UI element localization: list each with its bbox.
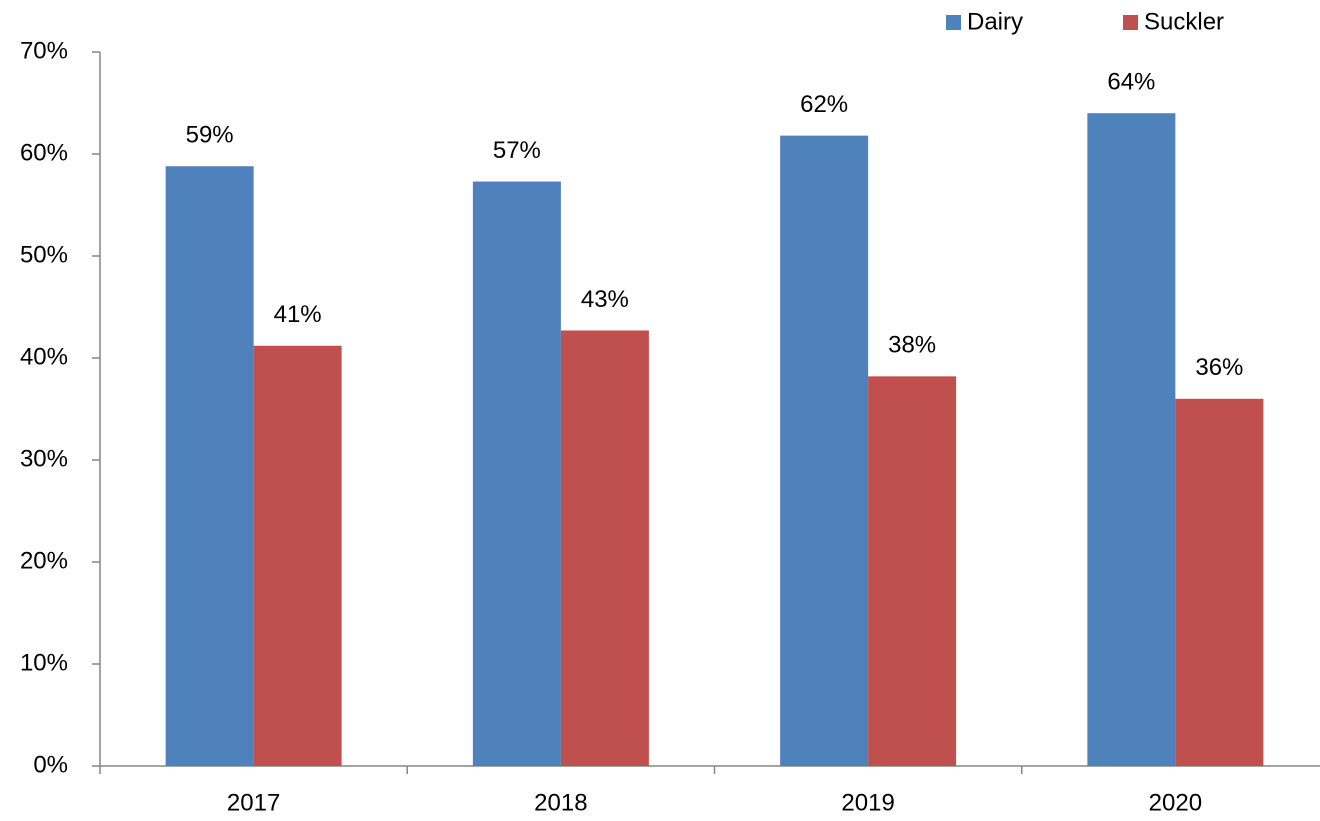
bar <box>868 376 957 766</box>
y-tick-label: 40% <box>20 343 68 370</box>
data-label: 64% <box>1107 69 1155 96</box>
legend-label: Dairy <box>967 8 1023 35</box>
y-tick-label: 10% <box>20 649 68 676</box>
legend-swatch <box>946 15 961 30</box>
legend-swatch <box>1123 15 1138 30</box>
x-tick-label: 2017 <box>227 789 280 816</box>
bar <box>560 330 649 766</box>
bar <box>1175 398 1264 766</box>
data-label: 59% <box>186 122 234 149</box>
bar <box>780 135 869 766</box>
y-tick-label: 70% <box>20 37 68 64</box>
bar <box>165 166 254 767</box>
data-label: 43% <box>581 286 629 313</box>
legend-label: Suckler <box>1144 8 1224 35</box>
y-tick-label: 0% <box>33 751 68 778</box>
y-tick-label: 30% <box>20 445 68 472</box>
data-label: 38% <box>888 332 936 359</box>
y-tick-label: 20% <box>20 547 68 574</box>
y-tick-label: 60% <box>20 139 68 166</box>
data-label: 41% <box>274 301 322 328</box>
data-label: 62% <box>800 91 848 118</box>
data-label: 36% <box>1195 354 1243 381</box>
bar <box>253 345 342 766</box>
x-tick-label: 2019 <box>841 789 894 816</box>
x-tick-label: 2018 <box>534 789 587 816</box>
x-tick-label: 2020 <box>1149 789 1202 816</box>
y-tick-label: 50% <box>20 241 68 268</box>
data-label: 57% <box>493 137 541 164</box>
bar <box>1087 113 1176 766</box>
bar <box>472 181 561 767</box>
